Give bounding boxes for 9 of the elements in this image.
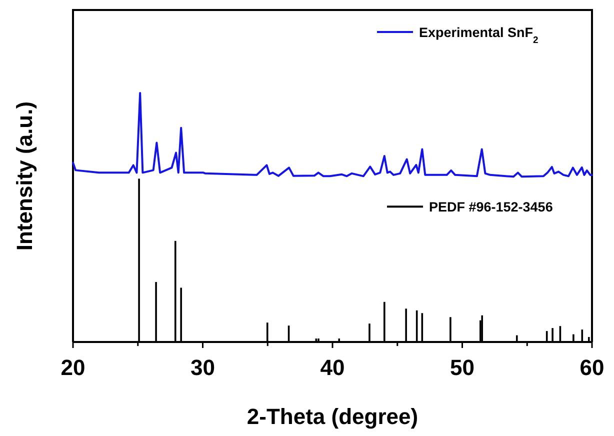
x-tick-label: 60 bbox=[580, 355, 604, 380]
legend-label: Experimental SnF$_{2}$ bbox=[419, 25, 538, 46]
x-tick-label: 30 bbox=[190, 355, 215, 380]
y-axis-title: Intensity (a.u.) bbox=[12, 101, 37, 251]
legend-label: PEDF #96-152-3456 bbox=[429, 200, 554, 215]
x-tick-label: 40 bbox=[320, 355, 345, 380]
x-axis-title: 2-Theta (degree) bbox=[246, 404, 418, 429]
x-tick-label: 50 bbox=[450, 355, 474, 380]
x-tick-label: 20 bbox=[60, 355, 86, 380]
